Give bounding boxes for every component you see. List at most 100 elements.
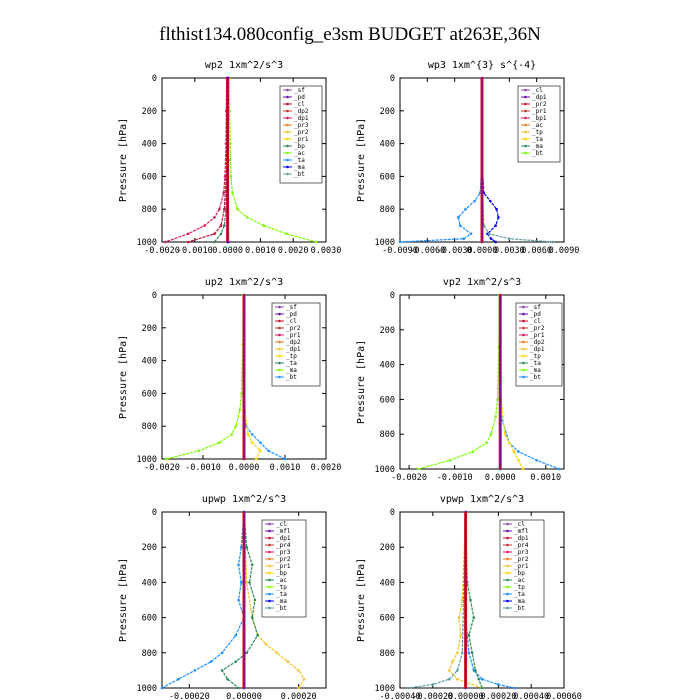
- data-point-pr2: [451, 660, 454, 663]
- x-tick-label: 0.0020: [278, 246, 309, 256]
- legend-entry: _pr2: [514, 556, 529, 563]
- data-point-dp1: [494, 415, 497, 419]
- legend-entry: _pr2: [286, 325, 301, 332]
- legend-marker: [524, 102, 527, 106]
- legend-marker: [522, 361, 525, 365]
- data-point-ma: [447, 677, 451, 681]
- legend-entry: _ta: [294, 157, 305, 164]
- data-point-tp: [160, 686, 164, 690]
- x-tick-label: 0.00020: [480, 692, 516, 700]
- legend-entry: _sf: [530, 304, 541, 311]
- legend-entry: _bp: [294, 143, 305, 150]
- panel-4: vp2 1xm^2/s^3 Pressure [hPa] 0 200 400 600 800…: [356, 277, 565, 483]
- legend-marker: [268, 571, 271, 575]
- data-point-tp: [193, 669, 197, 672]
- y-tick-label: 600: [380, 395, 395, 405]
- legend-marker: [278, 354, 281, 358]
- y-tick-label: 600: [380, 614, 395, 624]
- x-tick-label: -0.00020: [412, 692, 453, 700]
- data-point-pr2: [245, 581, 249, 584]
- x-tick-label: 0.0010: [530, 473, 561, 483]
- y-tick-label: 200: [142, 107, 157, 117]
- y-tick-label: 200: [142, 324, 157, 334]
- data-point-pr2: [456, 677, 459, 681]
- legend-entry: _bt: [286, 374, 297, 381]
- legend-marker: [522, 312, 525, 316]
- data-point-dp1: [163, 240, 167, 244]
- legend-entry: _pd: [286, 311, 297, 318]
- x-tick-label: -0.0010: [437, 473, 473, 483]
- data-point-dp1: [234, 424, 238, 428]
- legend-marker: [278, 340, 281, 344]
- data-point-pr2: [286, 660, 290, 663]
- series-line-dp1: [165, 294, 244, 460]
- data-point-ac: [262, 224, 265, 227]
- data-point-pr1: [517, 459, 520, 462]
- legend-marker: [278, 375, 281, 379]
- y-tick-label: 600: [380, 172, 395, 182]
- y-tick-label: 400: [380, 578, 395, 588]
- data-point-ta: [488, 199, 492, 203]
- legend-entry: _pr1: [532, 108, 547, 115]
- legend-marker: [278, 319, 281, 323]
- legend-marker: [506, 592, 509, 596]
- data-point-cl: [213, 232, 216, 236]
- y-tick-label: 800: [142, 422, 157, 432]
- legend-marker: [524, 95, 527, 99]
- legend-entry: _dp1: [276, 535, 291, 542]
- legend-marker: [278, 368, 281, 372]
- legend-entry: _cl: [286, 318, 297, 325]
- legend-entry: _pr3: [514, 549, 529, 556]
- data-point-tp: [177, 677, 180, 681]
- legend-marker: [286, 102, 289, 106]
- y-tick-label: 600: [142, 614, 157, 624]
- legend-entry: _bt: [294, 171, 305, 178]
- x-tick-label: 0.00020: [281, 692, 317, 700]
- legend-entry: _bp: [514, 570, 525, 577]
- legend-entry: _tp: [532, 129, 543, 136]
- panel-6: vpwp 1xm^2/s^3 Pressure [hPa] 0 200 400 600 80…: [356, 494, 582, 700]
- legend-marker: [524, 109, 527, 113]
- x-tick-label: 0.0030: [494, 246, 525, 256]
- legend-marker: [278, 347, 281, 351]
- x-tick-label: 0.0000: [467, 246, 498, 256]
- legend-marker: [278, 326, 281, 330]
- data-point-ac: [248, 581, 251, 584]
- legend-marker: [286, 123, 289, 127]
- series-line-dp1: [418, 294, 500, 470]
- data-point-dp1: [218, 441, 221, 444]
- data-point-tp: [237, 563, 240, 567]
- legend-marker: [522, 326, 525, 330]
- y-tick-label: 800: [142, 205, 157, 215]
- legend-entry: _dp1: [286, 346, 301, 353]
- legend-marker: [522, 305, 525, 309]
- legend-marker: [286, 130, 289, 134]
- legend-entry: _dp1: [294, 115, 309, 122]
- x-tick-label: 0.00000: [448, 692, 484, 700]
- legend-marker: [506, 557, 509, 561]
- data-point-pr2: [275, 651, 279, 655]
- panel-5: upwp 1xm^2/s^3 Pressure [hPa] 0 200 400 600 80…: [118, 494, 327, 700]
- y-tick-label: 0: [152, 291, 157, 301]
- legend-entry: _bp: [276, 570, 287, 577]
- x-tick-label: -0.0020: [144, 463, 180, 473]
- data-point-ac: [477, 677, 481, 681]
- legend-marker: [278, 333, 281, 337]
- legend-marker: [286, 137, 289, 141]
- data-point-cl: [219, 224, 223, 227]
- y-tick-label: 1000: [375, 465, 395, 475]
- data-point-dp1: [203, 224, 206, 227]
- y-tick-label: 600: [142, 389, 157, 399]
- x-tick-label: 0.00000: [226, 692, 262, 700]
- data-point-ta: [494, 224, 497, 227]
- data-point-ta: [489, 237, 493, 241]
- legend-marker: [506, 522, 509, 526]
- panel-3: up2 1xm^2/s^3 Pressure [hPa] 0 200 400 600 800…: [118, 277, 341, 473]
- legend-marker: [286, 88, 289, 92]
- data-point-ac: [250, 616, 254, 619]
- panel-title: up2 1xm^2/s^3: [205, 277, 283, 288]
- data-point-pr1: [521, 467, 525, 471]
- y-tick-label: 0: [152, 508, 157, 518]
- panel-1: wp2 1xm^2/s^3 Pressure [hPa] 0 200 400 600 800…: [118, 60, 341, 256]
- data-point-cl: [186, 240, 190, 244]
